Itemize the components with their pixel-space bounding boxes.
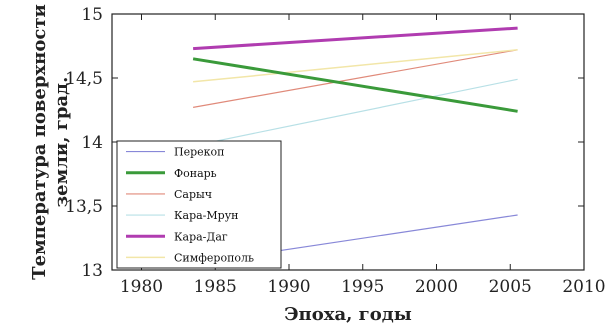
legend-label: Кара-Мрун [174, 209, 239, 222]
y-tick-label: 14,5 [65, 69, 103, 89]
y-tick-label: 15 [81, 5, 103, 25]
y-tick-label: 13,5 [65, 197, 103, 217]
legend: Перекоп Фонарь Сарыч Кара-Мрун Кара-Даг Симфе… [116, 140, 282, 269]
y-axis-label-line-2: земли, град. [51, 77, 72, 208]
x-tick-label: 1990 [267, 277, 310, 297]
x-tick-label: 2005 [489, 277, 532, 297]
legend-label: Кара-Даг [174, 230, 228, 243]
y-tick-label: 13 [81, 261, 103, 281]
legend-label: Перекоп [174, 146, 224, 159]
legend-label: Сарыч [174, 188, 212, 201]
series-line [192, 78, 518, 147]
series-line [193, 49, 518, 83]
x-tick-label: 1980 [120, 277, 163, 297]
series-layer [192, 26, 518, 265]
y-tick-label: 14 [81, 133, 103, 153]
y-axis-label-line-1: Температура поверхности [29, 4, 50, 280]
legend-label: Фонарь [174, 167, 217, 180]
series-line [193, 26, 518, 51]
x-tick-label: 1995 [341, 277, 384, 297]
legend-label: Симферополь [174, 251, 254, 264]
ticks-layer: 1980 1985 1990 1995 2000 2005 2010 13 13,5 14 14,5… [65, 5, 605, 297]
x-tick-label: 2010 [562, 277, 605, 297]
x-tick-label: 1985 [194, 277, 237, 297]
series-line [192, 49, 518, 108]
series-line [192, 57, 518, 113]
x-tick-label: 2000 [415, 277, 458, 297]
x-axis-label: Эпоха, годы [284, 304, 412, 325]
legend-box [116, 140, 282, 269]
